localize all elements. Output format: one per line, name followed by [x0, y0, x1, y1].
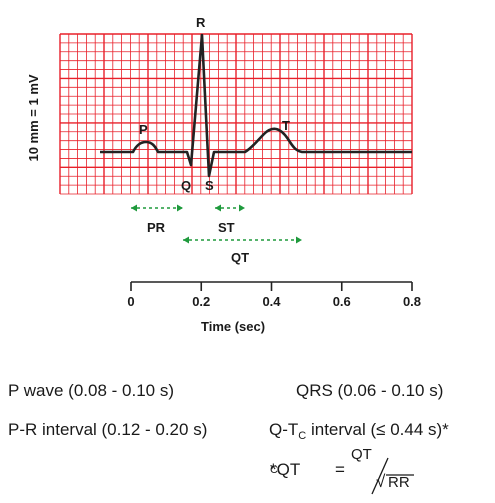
- formula-root-bar: [386, 474, 414, 476]
- time-axis-title: Time (sec): [201, 319, 265, 334]
- wave-label-s: S: [205, 178, 214, 193]
- interval-label-st: ST: [218, 220, 235, 235]
- qtc-prefix: Q-T: [269, 420, 299, 439]
- ecg-grid: [59, 33, 413, 195]
- interval-marker-pr: [131, 204, 183, 212]
- formula-equals: =: [335, 460, 345, 479]
- interval-label-pr: PR: [147, 220, 166, 235]
- qtc-suffix: interval (≤ 0.44 s)*: [306, 420, 449, 439]
- formula-numerator: QT: [351, 446, 372, 463]
- interval-label-qt: QT: [231, 250, 249, 265]
- time-axis-ticks: 0 0.2 0.4 0.6 0.8: [127, 282, 421, 309]
- formula-fraction-slash: [371, 457, 389, 495]
- qtc-subscript: C: [298, 430, 307, 442]
- time-axis-tick-label: 0.2: [192, 294, 210, 309]
- formula-denominator: RR: [388, 474, 410, 491]
- time-axis-tick-label: 0: [127, 294, 134, 309]
- ecg-trace: [100, 33, 412, 178]
- time-axis-tick-label: 0.4: [262, 294, 281, 309]
- formula-root: √: [376, 472, 386, 491]
- wave-label-q: Q: [181, 178, 191, 193]
- time-axis-tick-label: 0.6: [333, 294, 351, 309]
- info-p-wave: P wave (0.08 - 0.10 s): [8, 381, 174, 400]
- ecg-diagram: 10 mm = 1 mV R P T Q S PR ST QT 0 0.2 0.4 0…: [26, 15, 421, 334]
- time-axis-tick-label: 0.8: [403, 294, 421, 309]
- calibration-label: 10 mm = 1 mV: [26, 74, 41, 161]
- info-qtc-interval: Q-TC interval (≤ 0.44 s)*: [269, 420, 449, 442]
- interval-marker-qt: [183, 236, 302, 244]
- qtc-formula: *QT C = QT √ RR: [270, 446, 430, 502]
- wave-label-t: T: [282, 118, 290, 133]
- interval-marker-st: [215, 204, 245, 212]
- info-pr-interval: P-R interval (0.12 - 0.20 s): [8, 420, 208, 439]
- time-axis: 0 0.2 0.4 0.6 0.8 Time (sec): [127, 281, 421, 334]
- wave-label-r: R: [196, 15, 206, 30]
- info-qrs: QRS (0.06 - 0.10 s): [296, 381, 444, 400]
- wave-label-p: P: [139, 122, 148, 137]
